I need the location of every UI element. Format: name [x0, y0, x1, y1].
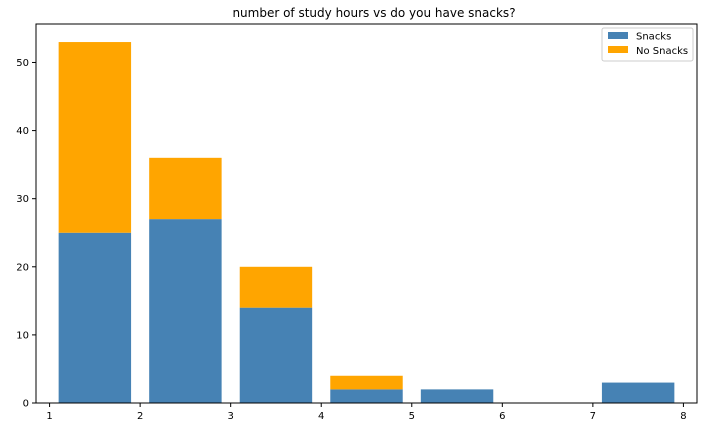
x-tick-label: 4	[318, 411, 324, 422]
bar-snacks-4	[420, 389, 494, 403]
y-tick-label: 30	[16, 194, 29, 205]
axes-frame	[35, 23, 698, 404]
legend-label-snacks: Snacks	[636, 32, 671, 43]
bar-snacks-3	[330, 389, 403, 403]
x-axis-ticks: 1 2 3 4 5 6 7 8	[46, 403, 687, 422]
y-tick-label: 10	[16, 330, 29, 341]
legend: Snacks No Snacks	[601, 27, 694, 62]
y-tick-label: 20	[16, 262, 29, 273]
y-tick-label: 50	[16, 58, 29, 69]
plot-area	[36, 24, 697, 403]
bar-no-snacks-0	[58, 42, 132, 233]
legend-label-no-snacks: No Snacks	[636, 46, 688, 57]
y-axis-ticks: 0 10 20 30 40 50	[16, 58, 36, 410]
bars	[58, 42, 675, 403]
y-tick-label: 0	[23, 399, 29, 410]
x-tick-label: 7	[590, 411, 596, 422]
x-tick-label: 6	[499, 411, 505, 422]
chart-title: number of study hours vs do you have sna…	[232, 6, 515, 20]
axes	[35, 23, 698, 404]
x-tick-label: 3	[227, 411, 233, 422]
legend-swatch-no-snacks	[608, 46, 628, 53]
legend-swatch-snacks	[608, 32, 628, 39]
y-tick-label: 40	[16, 126, 29, 137]
x-tick-label: 8	[680, 411, 686, 422]
x-tick-label: 5	[409, 411, 415, 422]
bar-no-snacks-3	[330, 375, 403, 390]
x-tick-label: 2	[137, 411, 143, 422]
bar-snacks-6	[601, 382, 675, 403]
bar-snacks-2	[239, 307, 313, 403]
x-tick-label: 1	[46, 411, 52, 422]
bar-no-snacks-1	[149, 157, 222, 220]
bar-snacks-0	[58, 232, 132, 403]
bar-snacks-1	[149, 219, 222, 403]
bar-no-snacks-2	[239, 266, 313, 308]
